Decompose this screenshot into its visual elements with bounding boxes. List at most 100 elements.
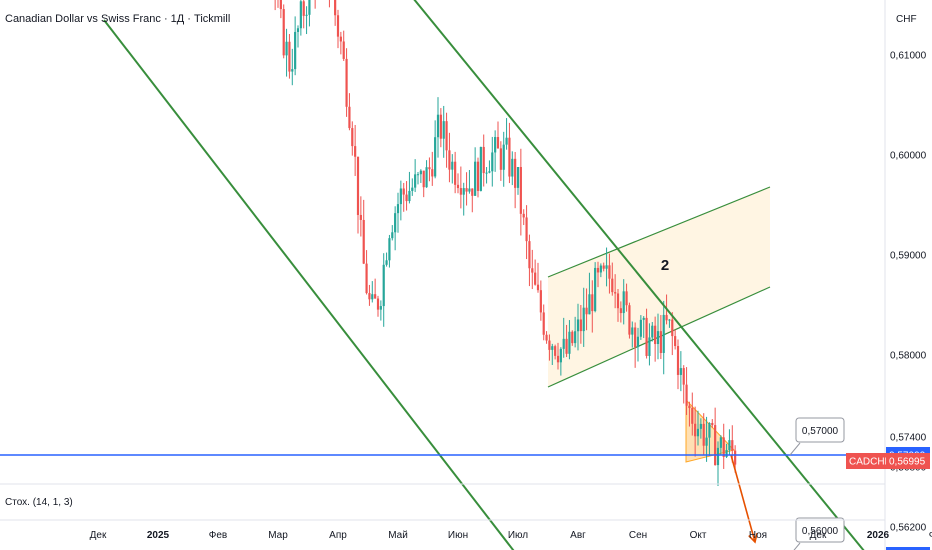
candle-body <box>674 336 677 347</box>
candle-body <box>594 267 597 312</box>
symbol-badge <box>846 453 886 469</box>
price-callout-label: 0,56000 <box>802 526 839 537</box>
descending-channel-upper-line[interactable] <box>227 0 878 550</box>
candle-body <box>425 167 428 188</box>
candle-body <box>508 137 511 177</box>
candle-body <box>339 36 342 42</box>
candle-body <box>522 213 525 218</box>
candle-body <box>374 294 377 299</box>
candle-body <box>402 188 405 195</box>
price-callout-label: 0,57000 <box>802 426 839 437</box>
candle-body <box>351 128 354 147</box>
candle-body <box>456 184 460 189</box>
time-tick-label: Май <box>388 530 408 541</box>
candle-body <box>334 0 337 16</box>
candle-body <box>502 144 505 170</box>
descending-channel-lower-line[interactable] <box>103 19 527 550</box>
candle-body <box>654 325 657 345</box>
candle-body <box>411 187 414 191</box>
candle-body <box>354 146 357 157</box>
time-tick-label: Июл <box>508 530 528 541</box>
time-tick-label: Фев <box>209 530 227 541</box>
candle-body <box>291 69 294 72</box>
candle-body <box>516 167 520 188</box>
candle-body <box>379 306 382 310</box>
chart-title: Canadian Dollar vs Swiss Franc · 1Д · Ti… <box>5 13 230 25</box>
candle-body <box>494 137 497 153</box>
candle-body <box>634 327 637 348</box>
price-tick-label: 0,61000 <box>890 51 927 62</box>
candle-body <box>691 408 694 424</box>
candle-body <box>682 368 685 385</box>
candle-body <box>396 204 400 214</box>
last-price-badge-label: 0,56995 <box>889 457 926 468</box>
price-tick-label: 0,56200 <box>890 523 927 534</box>
candle-body <box>568 331 571 354</box>
candle-body <box>428 167 431 170</box>
candle-body <box>414 174 417 188</box>
candle-body <box>651 325 654 338</box>
candle-body <box>405 194 408 202</box>
price-tick-label: 0,60000 <box>890 151 927 162</box>
candle-body <box>362 219 365 264</box>
candle-body <box>359 214 362 220</box>
time-tick-label: Окт <box>690 530 707 541</box>
time-tick-label: Фев <box>929 530 932 541</box>
projection-arrow-line[interactable] <box>730 454 756 543</box>
candle-body <box>505 137 508 145</box>
candle-body <box>628 305 631 335</box>
candle-body <box>294 31 297 70</box>
candle-body <box>451 161 454 170</box>
candle-body <box>665 314 668 321</box>
rising-channel-upper-line[interactable] <box>547 186 771 278</box>
candle-body <box>605 265 608 269</box>
candle-body <box>488 171 491 173</box>
candle-body <box>422 170 425 188</box>
candle-body <box>548 340 551 350</box>
wave-annotation-label[interactable]: 2 <box>661 257 669 274</box>
candle-body <box>305 14 308 16</box>
candle-body <box>356 156 360 215</box>
price-callout-pointer <box>789 442 801 456</box>
candle-body <box>525 217 528 242</box>
candle-body <box>679 368 682 375</box>
candle-body <box>462 188 465 195</box>
candle-body <box>439 114 442 139</box>
candle-body <box>279 0 282 10</box>
candle-body <box>585 307 588 315</box>
candle-body <box>542 312 545 335</box>
candle-body <box>391 232 394 239</box>
candle-body <box>574 331 577 344</box>
candle-body <box>445 121 448 151</box>
candle-body <box>636 336 640 348</box>
candle-body <box>534 272 537 285</box>
price-tick-label: 0,57400 <box>890 433 927 444</box>
price-callout-box[interactable] <box>795 517 845 543</box>
time-tick-label: Мар <box>268 530 288 541</box>
candle-body <box>491 152 494 172</box>
rising-channel-fill <box>548 187 770 387</box>
candle-body <box>676 346 680 375</box>
candle-body <box>591 294 594 312</box>
candle-body <box>614 292 617 294</box>
candle-body <box>616 293 620 309</box>
candle-body <box>708 422 711 438</box>
candle-body <box>545 334 548 341</box>
candle-body <box>459 188 462 195</box>
stochastic-indicator-label[interactable]: Стох. (14, 1, 3) <box>5 497 73 508</box>
candle-body <box>399 188 402 205</box>
candle-body <box>514 158 517 188</box>
candle-body <box>434 137 437 177</box>
price-callout-box[interactable] <box>795 417 845 443</box>
candle-body <box>648 337 651 356</box>
price-callout-pointer <box>793 542 801 550</box>
candle-body <box>608 265 611 279</box>
candle-body <box>719 437 722 448</box>
candle-body <box>288 41 291 72</box>
candle-body <box>536 284 540 291</box>
candle-body <box>302 1 305 16</box>
candle-body <box>588 294 591 315</box>
candle-body <box>599 265 602 273</box>
candle-body <box>376 298 380 310</box>
